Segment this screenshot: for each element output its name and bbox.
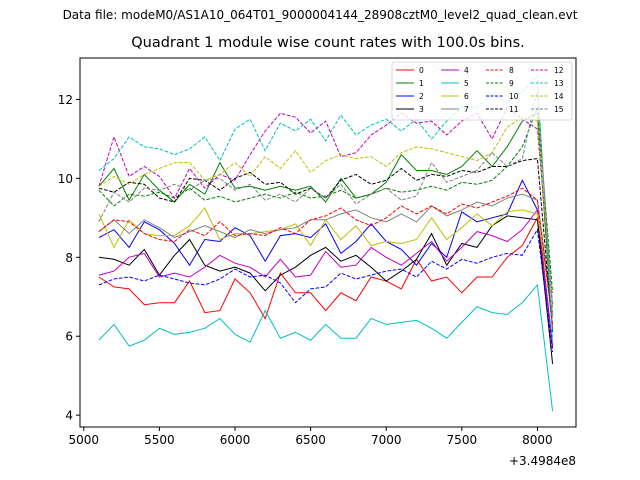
- legend-label-10: 10: [509, 92, 519, 101]
- legend-box: [391, 61, 573, 121]
- legend-label-13: 13: [554, 79, 564, 88]
- legend-label-1: 1: [419, 79, 424, 88]
- legend-label-12: 12: [554, 66, 564, 75]
- series-line-4: [98, 208, 554, 349]
- legend-label-3: 3: [419, 105, 424, 114]
- legend-label-0: 0: [419, 66, 424, 75]
- y-tick-label-4: 4: [65, 409, 73, 423]
- x-tick-label-6000: 6000: [220, 433, 251, 447]
- series-line-10: [98, 228, 554, 353]
- legend-label-7: 7: [464, 105, 469, 114]
- series-line-8: [98, 187, 554, 325]
- legend-label-2: 2: [419, 92, 424, 101]
- x-offset-label: +3.4984e8: [509, 454, 576, 468]
- series-line-14: [98, 116, 554, 307]
- series-line-0: [98, 216, 554, 349]
- series-line-11: [98, 158, 554, 333]
- legend-label-4: 4: [464, 66, 469, 75]
- legend-label-8: 8: [509, 66, 514, 75]
- x-tick-label-7500: 7500: [447, 433, 478, 447]
- legend-label-6: 6: [464, 92, 469, 101]
- x-tick-label-8000: 8000: [522, 433, 553, 447]
- series-line-2: [98, 179, 554, 347]
- x-tick-label-5500: 5500: [144, 433, 175, 447]
- x-tick-label-6500: 6500: [295, 433, 326, 447]
- y-tick-label-12: 12: [58, 93, 73, 107]
- series-line-15: [98, 89, 554, 313]
- series-line-7: [98, 193, 554, 317]
- legend-label-5: 5: [464, 79, 469, 88]
- x-tick-label-7000: 7000: [371, 433, 402, 447]
- x-tick-label-5000: 5000: [69, 433, 100, 447]
- legend-label-15: 15: [554, 105, 564, 114]
- y-tick-label-10: 10: [58, 172, 73, 186]
- legend-label-11: 11: [509, 105, 519, 114]
- suptitle: Data file: modeM0/AS1A10_064T01_90000041…: [62, 8, 578, 22]
- y-tick-label-8: 8: [65, 251, 73, 265]
- y-tick-label-6: 6: [65, 330, 73, 344]
- plot-frame: [79, 57, 577, 428]
- series-line-3: [98, 215, 554, 364]
- chart-title: Quadrant 1 module wise count rates with …: [131, 35, 525, 51]
- legend-label-14: 14: [554, 92, 564, 101]
- series-line-5: [98, 283, 554, 412]
- legend-label-9: 9: [509, 79, 514, 88]
